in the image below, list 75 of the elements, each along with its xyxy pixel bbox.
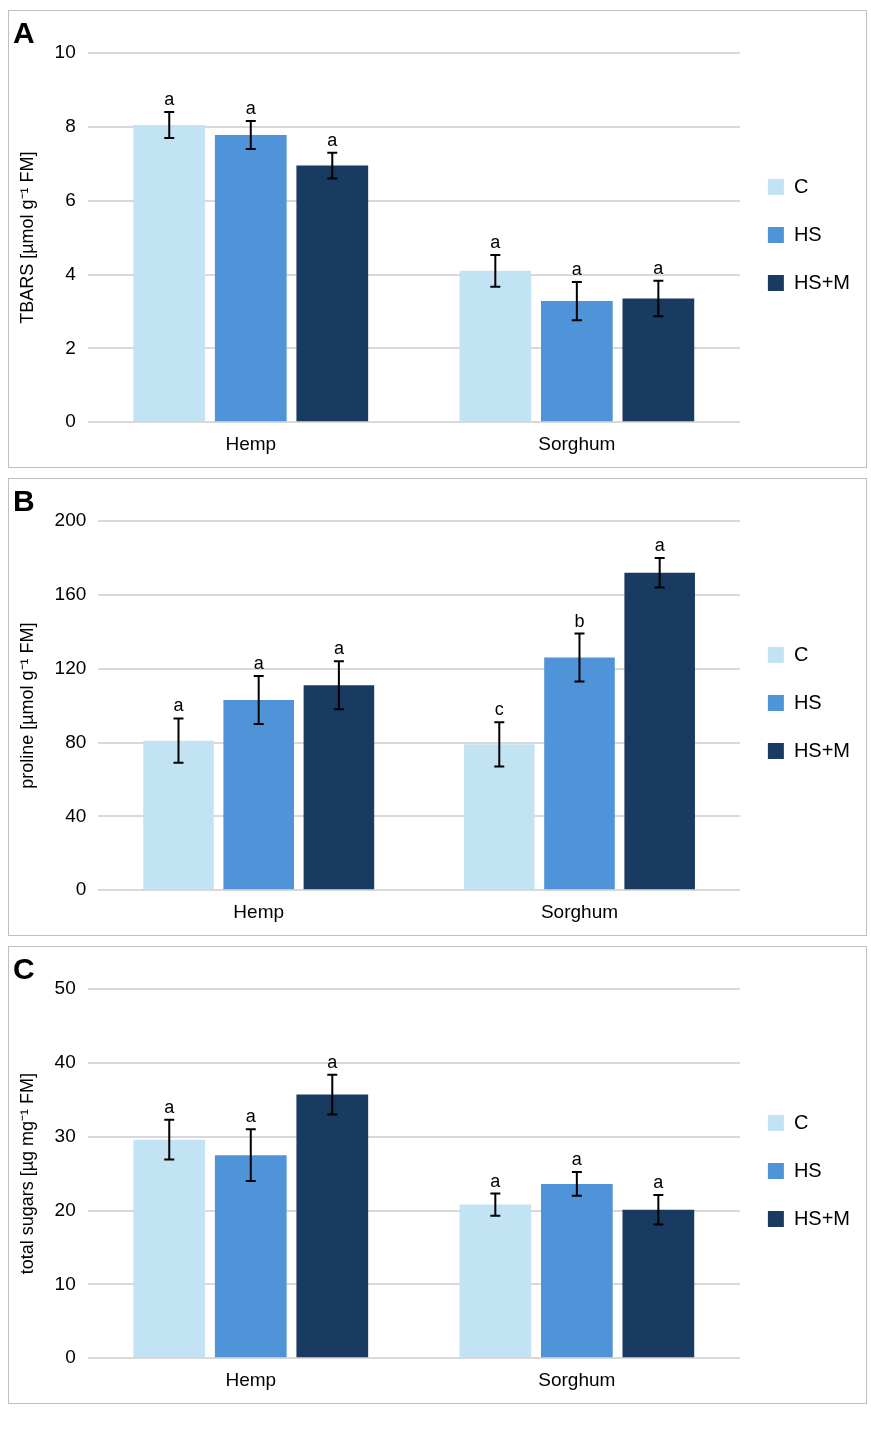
y-tick-label: 120 bbox=[54, 656, 87, 678]
data-label: a bbox=[253, 653, 265, 674]
x-tick-label: Hemp bbox=[225, 432, 277, 454]
data-label: a bbox=[571, 1149, 583, 1170]
legend-label: HS bbox=[793, 222, 822, 245]
y-tick-label: 4 bbox=[65, 262, 77, 284]
y-tick-label: 160 bbox=[54, 583, 87, 605]
bar bbox=[459, 1204, 532, 1358]
data-label: a bbox=[245, 1106, 257, 1127]
legend-label: HS bbox=[793, 1158, 822, 1181]
x-tick-label: Sorghum bbox=[538, 432, 616, 454]
y-tick-label: 80 bbox=[65, 730, 87, 752]
data-label: a bbox=[327, 1051, 339, 1072]
bar bbox=[133, 1139, 206, 1358]
chart-title: B bbox=[13, 484, 35, 518]
data-label: a bbox=[333, 638, 345, 659]
data-label: b bbox=[574, 610, 585, 631]
bar bbox=[143, 740, 214, 890]
data-label: a bbox=[653, 257, 665, 278]
data-label: a bbox=[327, 129, 339, 150]
legend-label: C bbox=[793, 174, 809, 197]
bar bbox=[214, 1155, 287, 1358]
y-tick-label: 10 bbox=[54, 41, 76, 63]
y-tick-label: 0 bbox=[65, 1346, 76, 1368]
data-label: a bbox=[245, 97, 257, 118]
bar bbox=[133, 124, 206, 422]
y-axis-title: proline [µmol g⁻¹ FM] bbox=[16, 622, 37, 789]
x-tick-label: Hemp bbox=[233, 900, 285, 922]
y-tick-label: 20 bbox=[54, 1198, 76, 1220]
y-tick-label: 6 bbox=[65, 188, 76, 210]
y-tick-label: 0 bbox=[65, 410, 76, 432]
y-tick-label: 10 bbox=[54, 1272, 76, 1294]
data-label: a bbox=[571, 258, 583, 279]
data-label: a bbox=[164, 89, 176, 110]
y-tick-label: 200 bbox=[54, 509, 87, 531]
y-tick-label: 8 bbox=[65, 115, 76, 137]
legend-label: C bbox=[793, 642, 809, 665]
legend-label: C bbox=[793, 1110, 809, 1133]
bar bbox=[223, 700, 294, 890]
bar bbox=[296, 165, 369, 422]
y-tick-label: 30 bbox=[54, 1124, 76, 1146]
bar bbox=[622, 298, 695, 422]
bar bbox=[214, 134, 287, 422]
data-label: c bbox=[494, 699, 504, 720]
data-label: a bbox=[490, 231, 502, 252]
x-tick-label: Sorghum bbox=[540, 900, 619, 922]
y-tick-label: 2 bbox=[65, 336, 76, 358]
bar bbox=[624, 572, 695, 890]
bar bbox=[464, 744, 535, 890]
legend-label: HS+M bbox=[793, 270, 850, 293]
y-axis-title: total sugars [µg mg⁻¹ FM] bbox=[16, 1072, 37, 1275]
y-tick-label: 40 bbox=[54, 1051, 76, 1073]
legend-label: HS+M bbox=[793, 1206, 850, 1229]
legend-label: HS bbox=[793, 690, 822, 713]
y-axis-title: TBARS [µmol g⁻¹ FM] bbox=[16, 151, 37, 324]
y-tick-label: 0 bbox=[75, 878, 87, 900]
y-tick-label: 50 bbox=[54, 977, 76, 999]
data-label: a bbox=[490, 1170, 502, 1191]
bar bbox=[303, 685, 375, 890]
bar bbox=[540, 1183, 613, 1358]
bar bbox=[622, 1209, 695, 1358]
chart-title: C bbox=[13, 952, 35, 986]
bar bbox=[540, 301, 613, 422]
x-tick-label: Hemp bbox=[225, 1368, 277, 1390]
y-tick-label: 40 bbox=[65, 804, 87, 826]
data-label: a bbox=[164, 1096, 176, 1117]
legend-label: HS+M bbox=[793, 738, 850, 761]
data-label: a bbox=[654, 534, 666, 555]
bar bbox=[544, 657, 615, 890]
data-label: a bbox=[653, 1171, 665, 1192]
bar bbox=[459, 270, 532, 422]
bar bbox=[296, 1094, 369, 1358]
data-label: a bbox=[173, 695, 185, 716]
x-tick-label: Sorghum bbox=[538, 1368, 616, 1390]
chart-title: A bbox=[13, 16, 35, 50]
